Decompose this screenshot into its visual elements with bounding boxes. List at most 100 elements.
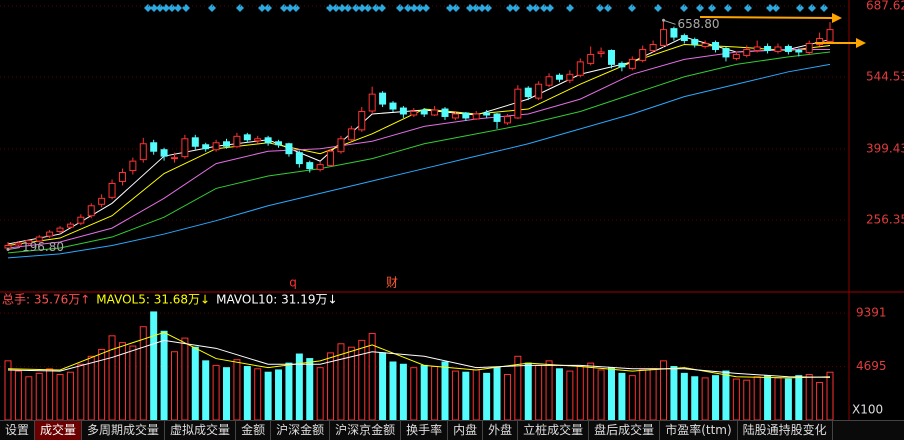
volume-bar <box>139 326 147 420</box>
moving-average-line <box>7 63 831 259</box>
candle-body <box>722 47 730 58</box>
candle-body <box>607 49 615 65</box>
event-diamond <box>808 4 816 12</box>
volume-bar <box>660 360 668 420</box>
tab[interactable]: 金额 <box>236 421 272 440</box>
volume-bar <box>358 339 366 420</box>
volume-bar <box>826 371 834 420</box>
candle-body <box>170 157 178 160</box>
tab[interactable]: 沪深金额 <box>271 421 331 440</box>
candle-body <box>826 29 834 43</box>
tab[interactable]: 虚拟成交量 <box>165 421 237 440</box>
tab[interactable]: 沪深京金额 <box>330 421 402 440</box>
volume-bar <box>275 369 283 420</box>
candle-body <box>712 42 720 50</box>
event-diamond <box>820 4 828 12</box>
event-diamond <box>352 4 360 12</box>
volume-bar <box>680 372 688 420</box>
event-diamond <box>144 4 152 12</box>
candle-body <box>181 138 189 158</box>
volume-bar <box>150 311 158 420</box>
volume-bar <box>472 369 480 420</box>
indicator-label: MAVOL5: 31.68万↓ <box>96 293 210 307</box>
event-diamond <box>512 4 520 12</box>
volume-bar <box>545 360 553 420</box>
event-diamond <box>532 4 540 12</box>
volume-bar <box>170 351 178 420</box>
y-tick-label: 399.43 <box>866 142 904 156</box>
volume-bar <box>607 367 615 420</box>
tab[interactable]: 成交量 <box>35 421 83 440</box>
candle-body <box>264 137 272 144</box>
volume-bar <box>285 362 293 420</box>
volume-bar <box>87 355 95 420</box>
tab[interactable]: 盘后成交量 <box>589 421 661 440</box>
volume-bar <box>389 361 397 420</box>
candle-body <box>587 53 595 64</box>
indicator-label: 总手: 35.76万↑ <box>2 293 90 307</box>
tab[interactable]: 内盘 <box>448 421 484 440</box>
candle-body <box>25 240 33 245</box>
candle-body <box>753 46 761 51</box>
event-diamond <box>404 4 412 12</box>
tab[interactable]: 陆股通持股变化 <box>738 421 833 440</box>
volume-bar <box>514 355 522 420</box>
volume-bar <box>243 366 251 420</box>
candle-body <box>555 74 563 80</box>
candle-body <box>524 87 532 98</box>
event-diamond <box>484 4 492 12</box>
tab[interactable]: 市盈率(ttm) <box>660 421 738 440</box>
volume-bar <box>587 362 595 420</box>
candle-body <box>243 134 251 141</box>
candle-body <box>66 223 74 228</box>
candle-body <box>566 73 574 81</box>
candle-body <box>46 231 54 237</box>
candle-body <box>316 164 324 171</box>
candle-body <box>347 128 355 141</box>
annotation-label: 196.80 <box>22 240 64 254</box>
arrow-head <box>832 13 842 23</box>
volume-bar <box>805 373 813 420</box>
volume-bar <box>77 363 85 420</box>
indicator-label: MAVOL10: 31.19万↓ <box>216 293 337 307</box>
volume-bar <box>337 343 345 420</box>
volume-bar <box>108 335 116 420</box>
volume-bar <box>524 362 532 420</box>
volume-bar <box>649 368 657 420</box>
volume-bar <box>535 364 543 420</box>
candle-body <box>764 45 772 51</box>
tab[interactable]: 外盘 <box>483 421 519 440</box>
candle-body <box>212 142 220 151</box>
tab[interactable]: 设置 <box>0 421 36 440</box>
candle-body <box>628 58 636 69</box>
volume-bar <box>35 372 43 420</box>
event-diamond <box>744 4 752 12</box>
tab[interactable]: 多周期成交量 <box>82 421 166 440</box>
candle-body <box>816 38 824 46</box>
annotation-point <box>6 248 10 252</box>
event-diamond <box>796 4 804 12</box>
volume-bar <box>46 368 54 420</box>
moving-average-line <box>7 48 830 249</box>
tab[interactable]: 换手率 <box>401 421 449 440</box>
candle-body <box>379 92 387 105</box>
volume-bar <box>223 367 231 420</box>
event-diamond <box>208 4 216 12</box>
volume-bar <box>118 342 126 420</box>
candle-body <box>56 227 64 233</box>
chart: 256.35 399.43 544.53 687.62 658.80 196.80 q 财总手… <box>0 0 904 420</box>
volume-bar <box>639 369 647 420</box>
volume-bar <box>712 375 720 420</box>
tab[interactable]: 立桩成交量 <box>518 421 590 440</box>
candle-body <box>701 43 709 47</box>
volume-bar <box>191 346 199 420</box>
candle-body <box>472 113 480 120</box>
event-diamond <box>280 4 288 12</box>
candle-body <box>639 48 647 61</box>
volume-bar <box>160 330 168 420</box>
y-tick-label: 256.35 <box>866 213 904 227</box>
event-diamond <box>396 4 404 12</box>
volume-bar <box>431 366 439 420</box>
volume-bar <box>555 368 563 420</box>
